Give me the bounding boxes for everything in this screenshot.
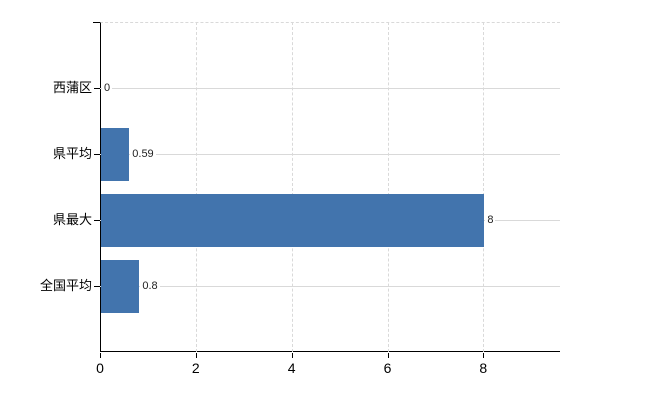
y-axis-tick	[94, 154, 100, 155]
x-tick-label: 0	[96, 360, 104, 376]
bar-value-label: 8	[485, 212, 496, 228]
v-gridline	[291, 22, 293, 352]
x-axis-tick	[100, 353, 101, 358]
x-tick-label: 4	[287, 360, 296, 376]
bar	[101, 127, 130, 181]
x-axis-tick	[195, 353, 197, 358]
v-gridline	[195, 22, 197, 352]
bar-value-label: 0.8	[140, 278, 160, 294]
h-gridline	[100, 88, 560, 89]
x-axis-tick	[483, 353, 485, 358]
bar-value-label: 0.59	[130, 146, 156, 162]
y-axis-tick	[94, 286, 100, 287]
bar	[101, 259, 140, 313]
y-axis-label: 西蒲区	[52, 80, 92, 95]
y-axis-tick	[94, 220, 100, 221]
y-axis-end-tick	[93, 22, 100, 23]
y-axis-label: 県平均	[52, 146, 92, 161]
y-axis-label: 全国平均	[39, 278, 92, 293]
bar-value-label: 0	[102, 80, 113, 96]
x-tick-label: 8	[479, 360, 488, 376]
x-axis-tick	[291, 353, 293, 358]
y-axis-label: 県最大	[52, 212, 92, 227]
v-gridline	[387, 22, 389, 352]
x-tick-label: 6	[383, 360, 392, 376]
v-gridline	[483, 22, 485, 352]
h-gridline	[100, 154, 560, 155]
x-axis-tick	[387, 353, 389, 358]
h-gridline	[100, 286, 560, 287]
bar	[101, 193, 485, 247]
plot-area	[100, 22, 560, 352]
y-axis-tick	[94, 88, 100, 89]
x-tick-label: 2	[191, 360, 200, 376]
